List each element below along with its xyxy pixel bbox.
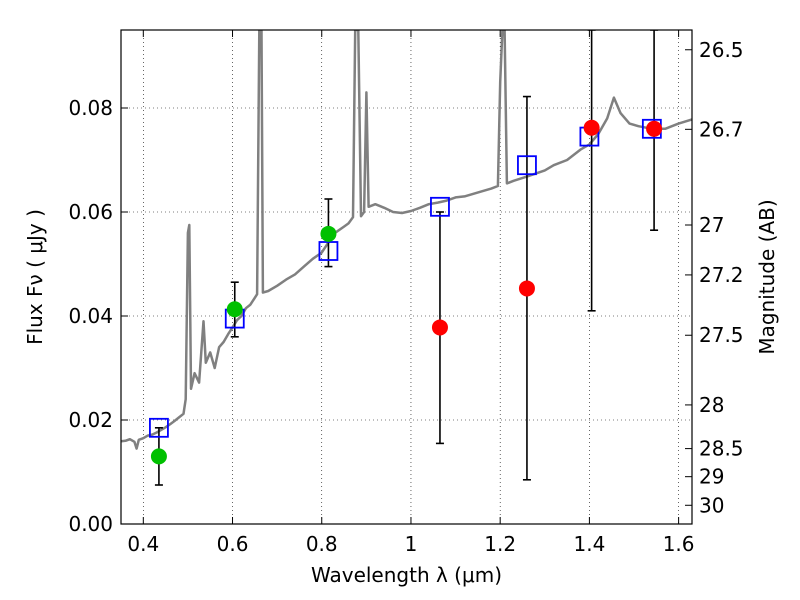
y2-tick-label: 26.7 — [699, 117, 744, 141]
error-bars-layer — [154, 30, 659, 486]
sed-model-line — [121, 30, 692, 450]
grid-lines — [121, 30, 692, 525]
y2-tick-label: 26.5 — [699, 38, 744, 62]
y2-tick-label: 29 — [699, 465, 724, 489]
model-flux-square-marker — [318, 241, 339, 261]
y2-tick-label: 27.2 — [699, 263, 744, 287]
observed-flux-point — [431, 319, 448, 336]
observed-flux-point — [226, 301, 243, 318]
y2-tick-label: 30 — [699, 493, 724, 517]
observed-flux-point — [583, 119, 600, 136]
y-tick-label: 0.04 — [68, 304, 113, 328]
y2-tick-label: 28 — [699, 393, 724, 417]
model-flux-square-marker — [430, 196, 450, 217]
model-flux-square-marker — [149, 417, 169, 438]
y2-tick-label: 27.5 — [699, 323, 744, 347]
y-tick-label: 0.08 — [68, 96, 113, 120]
y-tick-label: 0.00 — [68, 512, 113, 536]
x-axis-label: Wavelength λ (μm) — [311, 563, 502, 587]
y2-tick-label: 28.5 — [699, 437, 744, 461]
y-tick-label: 0.02 — [68, 408, 113, 432]
x-tick-label: 0.4 — [127, 532, 159, 556]
x-tick-label: 0.6 — [217, 532, 249, 556]
model-flux-square-marker — [517, 155, 537, 176]
observed-flux-point — [646, 120, 663, 137]
markers-layer — [149, 118, 663, 465]
x-tick-label: 1.4 — [573, 532, 605, 556]
observed-flux-point — [150, 448, 167, 465]
plot-frame — [120, 29, 693, 525]
sed-model-layer — [121, 30, 692, 450]
observed-flux-point — [320, 225, 337, 242]
x-tick-label: 1.2 — [484, 532, 516, 556]
x-tick-label: 1 — [405, 532, 418, 556]
y-axis-label: Flux Fν ( μJy ) — [23, 209, 47, 345]
x-tick-label: 1.6 — [663, 532, 695, 556]
y-tick-label: 0.06 — [68, 200, 113, 224]
ticks-layer: 0.4 0.6 0.8 1 1.2 1.4 1.6 0.00 0.02 0.04 0.06 0.08 2… — [68, 30, 744, 556]
observed-flux-point — [518, 280, 535, 297]
y2-axis-label: Magnitude (AB) — [755, 199, 779, 354]
y2-tick-label: 27 — [699, 213, 724, 237]
x-tick-label: 0.8 — [306, 532, 338, 556]
